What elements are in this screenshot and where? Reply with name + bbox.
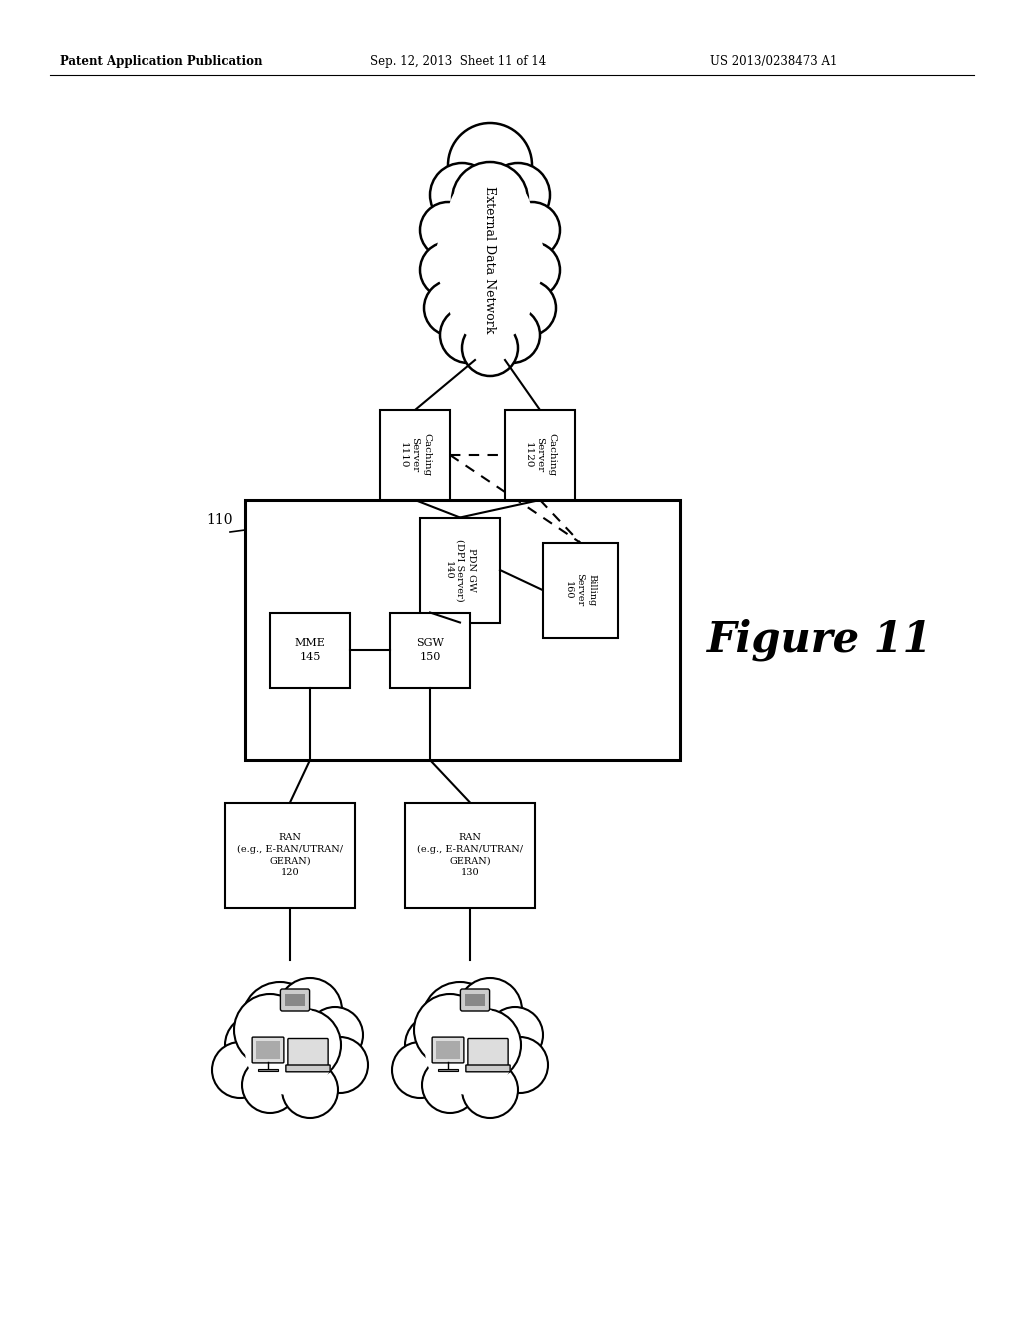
Bar — [390, 612, 470, 688]
Circle shape — [212, 1041, 268, 1098]
Text: US 2013/0238473 A1: US 2013/0238473 A1 — [710, 55, 838, 69]
FancyBboxPatch shape — [432, 1038, 464, 1063]
Circle shape — [430, 162, 494, 227]
Bar — [543, 543, 617, 638]
Bar — [436, 1041, 460, 1059]
Circle shape — [242, 1057, 298, 1113]
Text: Billing
Server
160: Billing Server 160 — [563, 573, 596, 607]
Circle shape — [278, 978, 342, 1041]
Circle shape — [424, 280, 480, 337]
Circle shape — [484, 308, 540, 363]
Bar — [505, 411, 575, 500]
Circle shape — [492, 1038, 548, 1093]
Circle shape — [420, 202, 476, 257]
Circle shape — [414, 994, 486, 1067]
Text: Patent Application Publication: Patent Application Publication — [60, 55, 262, 69]
Circle shape — [500, 280, 556, 337]
Circle shape — [462, 319, 518, 376]
Circle shape — [435, 205, 545, 315]
Text: Caching
Server
1120: Caching Server 1120 — [523, 433, 556, 477]
Circle shape — [282, 1063, 338, 1118]
Text: External Data Network: External Data Network — [483, 186, 497, 334]
Circle shape — [462, 1063, 518, 1118]
Circle shape — [312, 1038, 368, 1093]
Circle shape — [452, 247, 528, 323]
Circle shape — [449, 1008, 521, 1081]
Circle shape — [440, 308, 496, 363]
Bar — [438, 1069, 458, 1072]
Circle shape — [422, 982, 498, 1059]
FancyBboxPatch shape — [288, 1039, 328, 1067]
Circle shape — [406, 1015, 465, 1074]
Circle shape — [487, 1007, 543, 1063]
Circle shape — [307, 1007, 362, 1063]
Circle shape — [449, 257, 532, 342]
FancyBboxPatch shape — [466, 1065, 510, 1072]
Bar — [380, 411, 450, 500]
Circle shape — [248, 1008, 332, 1092]
Circle shape — [392, 1041, 449, 1098]
Circle shape — [425, 1005, 515, 1096]
Text: Caching
Server
1110: Caching Server 1110 — [398, 433, 431, 477]
Circle shape — [452, 197, 528, 273]
Circle shape — [504, 242, 560, 298]
Bar — [225, 803, 355, 908]
Circle shape — [420, 242, 476, 298]
Circle shape — [458, 978, 522, 1041]
FancyBboxPatch shape — [461, 989, 489, 1011]
Text: PDN GW
(DPI Server)
140: PDN GW (DPI Server) 140 — [443, 539, 476, 602]
Text: RAN
(e.g., E-RAN/UTRAN/
GERAN)
130: RAN (e.g., E-RAN/UTRAN/ GERAN) 130 — [417, 833, 523, 878]
Bar — [258, 1069, 279, 1072]
Bar — [256, 1041, 280, 1059]
Circle shape — [422, 1057, 478, 1113]
Circle shape — [486, 162, 550, 227]
Circle shape — [245, 1005, 335, 1096]
Text: SGW
150: SGW 150 — [416, 639, 444, 661]
Bar — [286, 994, 304, 1006]
Circle shape — [225, 1015, 285, 1074]
FancyBboxPatch shape — [286, 1065, 330, 1072]
Text: 110: 110 — [207, 513, 233, 527]
Circle shape — [449, 173, 532, 257]
Bar — [245, 500, 680, 760]
Circle shape — [242, 982, 318, 1059]
Text: RAN
(e.g., E-RAN/UTRAN/
GERAN)
120: RAN (e.g., E-RAN/UTRAN/ GERAN) 120 — [237, 833, 343, 878]
Circle shape — [452, 162, 528, 238]
Bar — [270, 612, 350, 688]
Text: Sep. 12, 2013  Sheet 11 of 14: Sep. 12, 2013 Sheet 11 of 14 — [370, 55, 546, 69]
FancyBboxPatch shape — [468, 1039, 508, 1067]
FancyBboxPatch shape — [281, 989, 309, 1011]
Circle shape — [234, 994, 306, 1067]
Bar — [465, 994, 484, 1006]
Bar — [406, 803, 535, 908]
Circle shape — [269, 1008, 341, 1081]
Circle shape — [504, 202, 560, 257]
Text: MME
145: MME 145 — [295, 639, 326, 661]
Text: Figure 11: Figure 11 — [708, 619, 933, 661]
Circle shape — [428, 1008, 512, 1092]
FancyBboxPatch shape — [252, 1038, 284, 1063]
Circle shape — [449, 123, 532, 207]
Bar — [420, 517, 500, 623]
